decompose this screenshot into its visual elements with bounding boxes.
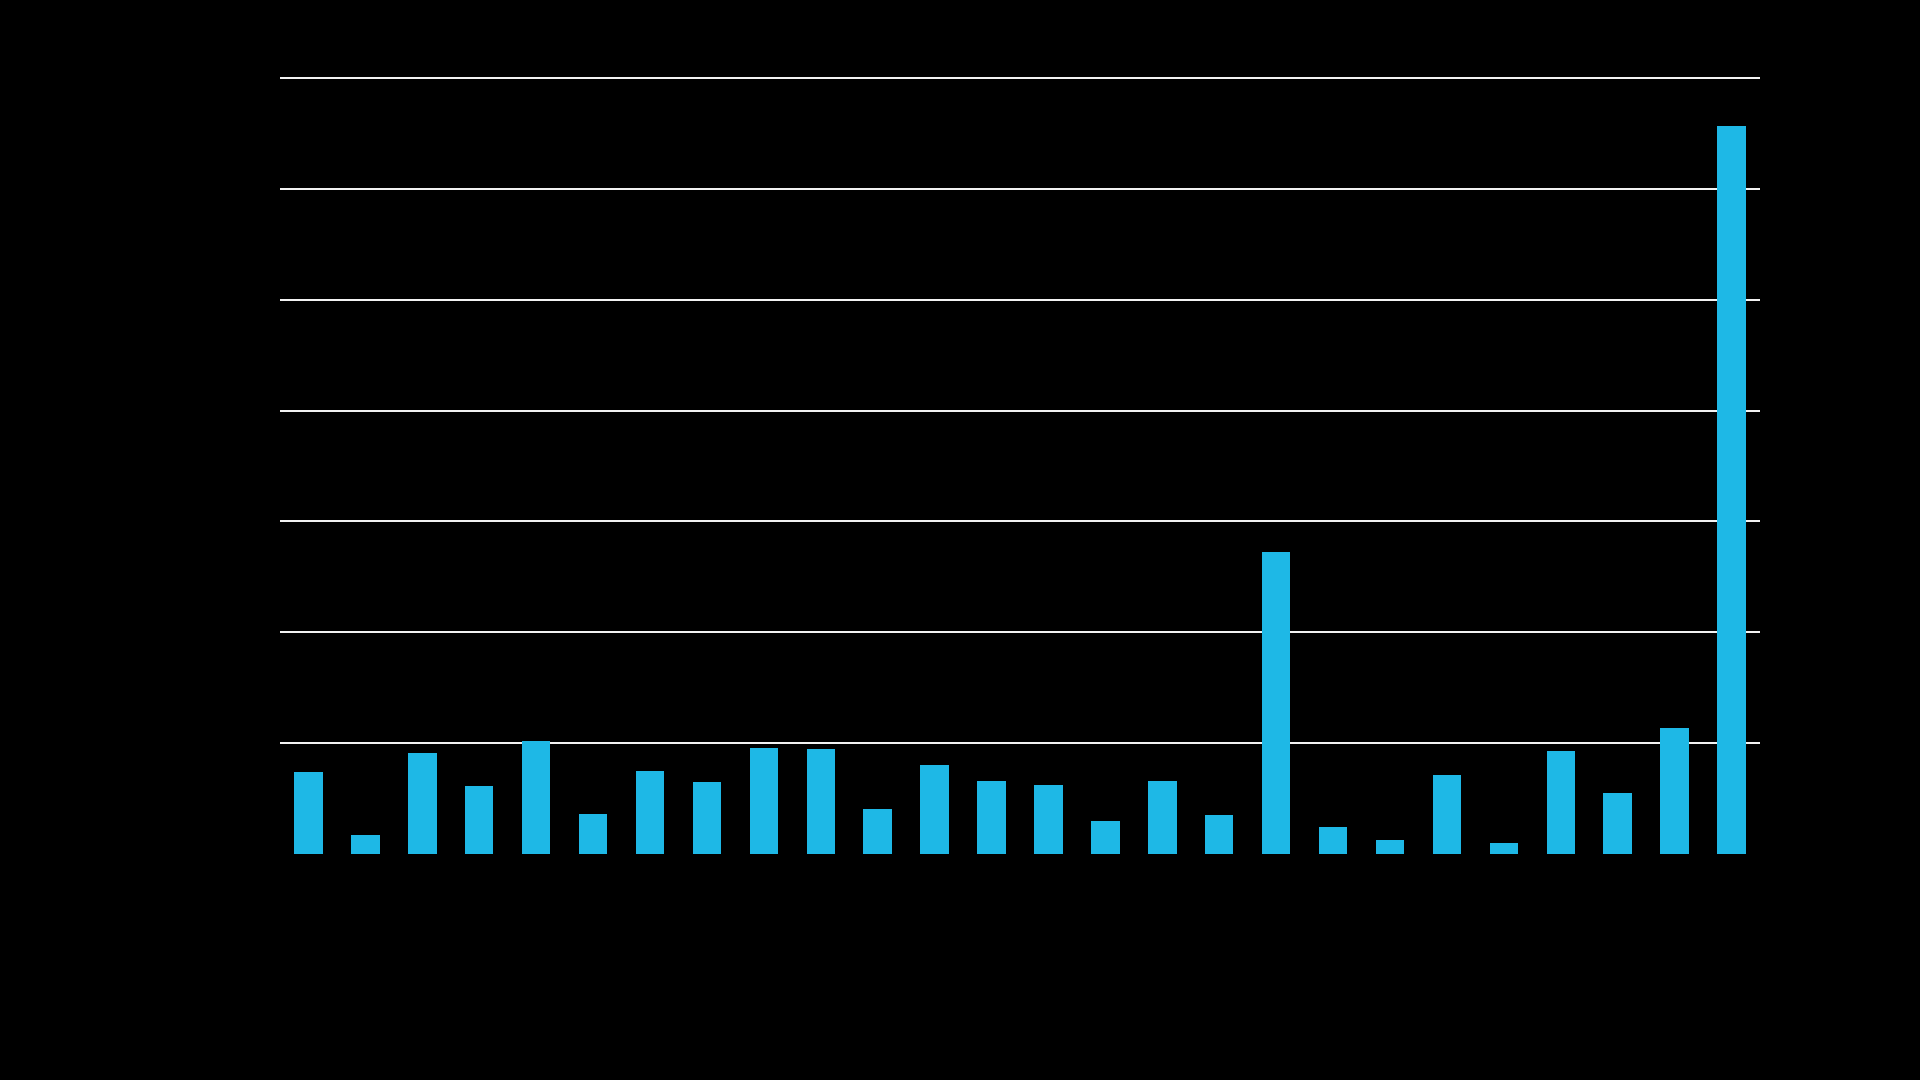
bar (1490, 843, 1518, 854)
gridline (280, 631, 1760, 633)
bar (1319, 827, 1347, 854)
bar (579, 814, 607, 854)
bar (693, 782, 721, 854)
bar (863, 809, 891, 854)
bar (294, 772, 322, 854)
bar (1091, 821, 1119, 854)
bar (1547, 751, 1575, 854)
bar (636, 771, 664, 854)
bar (1376, 840, 1404, 854)
bar (1433, 775, 1461, 854)
bar (1034, 785, 1062, 854)
bar (977, 781, 1005, 854)
bar (351, 835, 379, 854)
gridline (280, 520, 1760, 522)
bar (1262, 552, 1290, 854)
plot-area (280, 78, 1760, 854)
bar (465, 786, 493, 854)
bar (1205, 815, 1233, 854)
chart-stage (0, 0, 1920, 1080)
bar (920, 765, 948, 854)
bar (1603, 793, 1631, 854)
gridline (280, 299, 1760, 301)
bar (522, 741, 550, 854)
bar (1148, 781, 1176, 854)
gridline (280, 742, 1760, 744)
bar (1660, 728, 1688, 854)
bar (1717, 126, 1745, 854)
bar (807, 749, 835, 854)
bar (408, 753, 436, 854)
gridline (280, 410, 1760, 412)
bar (750, 748, 778, 854)
gridline (280, 188, 1760, 190)
gridline (280, 77, 1760, 79)
